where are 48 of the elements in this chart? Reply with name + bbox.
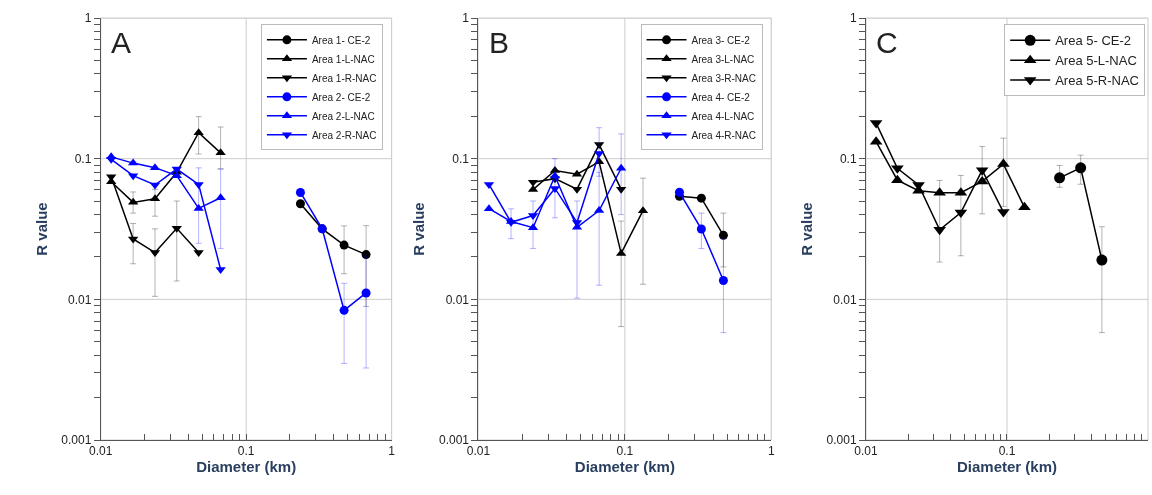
- x-axis-title: Diameter (km): [196, 458, 297, 476]
- point: [954, 209, 968, 219]
- y-tick-label: 0.01: [67, 292, 92, 307]
- point: [215, 148, 226, 156]
- y-tick-label: 1: [84, 11, 92, 26]
- point: [193, 250, 204, 258]
- legend-label: Area 3-L-NAC: [691, 53, 755, 65]
- legend-label: Area 5-R-NAC: [1055, 73, 1139, 89]
- y-tick-label: 0.1: [839, 151, 857, 166]
- x-tick-label: 1: [388, 444, 396, 459]
- y-tick-label: 1: [849, 11, 857, 26]
- legend-label: Area 5-L-NAC: [1055, 53, 1137, 69]
- y-axis-title: R value: [32, 202, 50, 256]
- legend-label: Area 4- CE-2: [691, 91, 751, 103]
- y-tick-label: 0.1: [452, 151, 470, 166]
- y-axis-title: R value: [410, 202, 428, 256]
- legend-label: Area 4-R-NAC: [691, 129, 756, 141]
- x-tick-label: 1: [767, 444, 775, 459]
- legend-label: Area 2- CE-2: [311, 91, 371, 103]
- legend-label: Area 3- CE-2: [691, 34, 751, 46]
- x-tick-label: 0.01: [89, 444, 113, 459]
- annotation: C: [876, 26, 898, 59]
- x-tick-label: 0.01: [466, 444, 491, 459]
- y-tick-label: 0.01: [833, 292, 857, 307]
- x-tick-label: 0.1: [616, 444, 634, 459]
- y-axis-title: R value: [797, 202, 815, 256]
- legend-label: Area 2-R-NAC: [311, 129, 377, 141]
- legend-label: Area 2-L-NAC: [311, 110, 375, 122]
- point: [193, 203, 204, 211]
- point: [215, 193, 226, 201]
- x-axis-title: Diameter (km): [956, 458, 1058, 476]
- x-tick-label: 0.01: [854, 444, 878, 459]
- y-tick-label: 0.01: [445, 292, 470, 307]
- legend-label: Area 4-L-NAC: [691, 110, 755, 122]
- x-tick-label: 0.1: [998, 444, 1016, 459]
- legend-label: Area 5- CE-2: [1055, 33, 1132, 49]
- legend-label: Area 1- CE-2: [311, 34, 371, 46]
- legend-label: Area 1-L-NAC: [311, 53, 375, 65]
- x-axis-title: Diameter (km): [574, 458, 675, 476]
- y-tick-label: 0.1: [74, 151, 92, 166]
- point: [975, 175, 989, 185]
- point: [1018, 201, 1031, 211]
- y-tick-label: 1: [462, 11, 470, 26]
- x-tick-label: 0.1: [237, 444, 255, 459]
- legend-label: Area 1-R-NAC: [311, 72, 377, 84]
- annotation: B: [489, 26, 510, 59]
- legend-label: Area 3-R-NAC: [691, 72, 756, 84]
- annotation: A: [111, 26, 132, 59]
